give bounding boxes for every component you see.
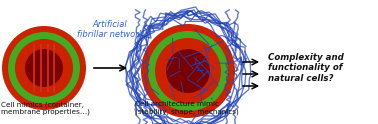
Circle shape: [2, 26, 86, 110]
Circle shape: [8, 32, 80, 104]
Circle shape: [141, 24, 235, 118]
Circle shape: [148, 31, 228, 111]
Circle shape: [15, 39, 73, 97]
Text: Cell mimics (container,
membrane properties…): Cell mimics (container, membrane propert…: [1, 101, 90, 115]
Circle shape: [166, 49, 210, 93]
Text: Cell architecture mimic
(stability, shape, mechanics): Cell architecture mimic (stability, shap…: [135, 102, 239, 115]
Circle shape: [155, 38, 221, 104]
Text: Complexity and
functionality of
natural cells?: Complexity and functionality of natural …: [268, 53, 344, 83]
Text: Artificial
fibrillar network: Artificial fibrillar network: [77, 20, 143, 39]
Circle shape: [25, 49, 63, 87]
